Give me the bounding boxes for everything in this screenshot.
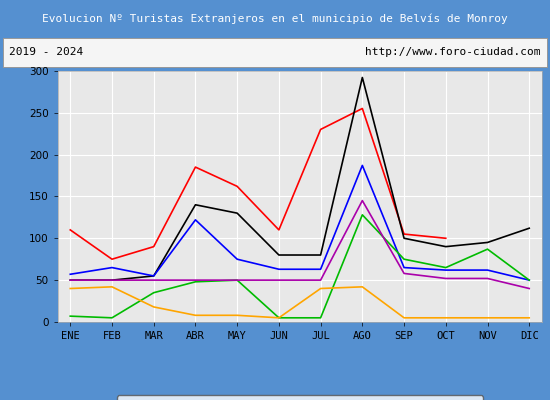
Legend: 2024, 2023, 2022, 2021, 2020, 2019: 2024, 2023, 2022, 2021, 2020, 2019 [117,395,483,400]
Text: http://www.foro-ciudad.com: http://www.foro-ciudad.com [365,47,541,57]
Text: 2019 - 2024: 2019 - 2024 [9,47,84,57]
Text: Evolucion Nº Turistas Extranjeros en el municipio de Belvís de Monroy: Evolucion Nº Turistas Extranjeros en el … [42,14,508,24]
